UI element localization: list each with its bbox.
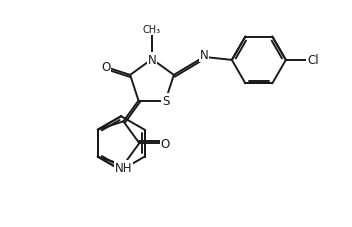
Text: O: O xyxy=(101,61,111,74)
Text: O: O xyxy=(161,137,170,150)
Text: N: N xyxy=(200,49,208,62)
Text: CH₃: CH₃ xyxy=(143,25,161,35)
Text: NH: NH xyxy=(115,161,132,174)
Text: N: N xyxy=(147,53,156,66)
Text: S: S xyxy=(162,95,169,108)
Text: Cl: Cl xyxy=(307,54,319,67)
